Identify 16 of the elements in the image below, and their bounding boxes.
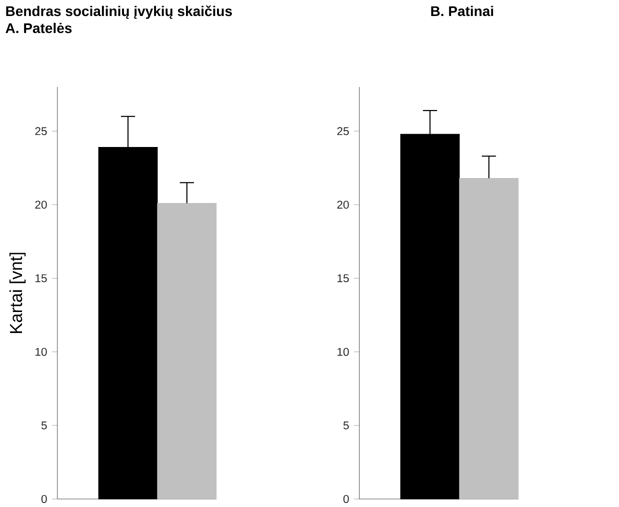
y-tick-label: 15	[36, 274, 47, 282]
y-tick-label: 20	[337, 200, 349, 208]
chart-subtitle: A. Patelės	[6, 22, 72, 33]
y-tick-label: 25	[337, 126, 349, 135]
y-tick-label: 5	[343, 421, 349, 430]
y-tick-label: 20	[35, 200, 47, 208]
y-axis-title: Kartai [vnt]	[9, 252, 26, 333]
y-tick-label: 5	[41, 421, 47, 430]
chart-title: B. Patinai	[431, 6, 494, 16]
y-tick-label: 10	[338, 348, 349, 356]
y-tick-label: 25	[35, 126, 47, 135]
y-tick-label: 0	[343, 494, 349, 503]
y-tick-label: 10	[36, 348, 47, 356]
y-tick-label: 15	[338, 274, 349, 282]
y-tick-label: 0	[41, 494, 47, 503]
chart-title: Bendras socialinių įvykių skaičius	[6, 5, 232, 19]
